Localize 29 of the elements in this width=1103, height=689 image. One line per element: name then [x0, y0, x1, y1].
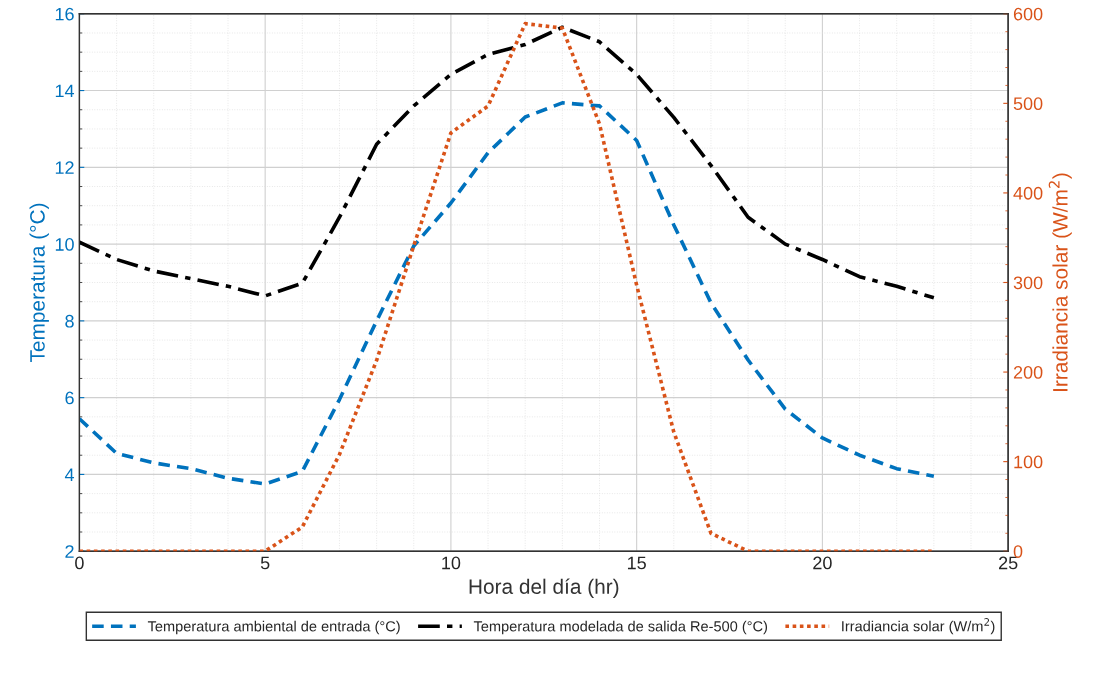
y-tick-label: 12 — [55, 161, 74, 174]
y2-axis-title: Irradiancia solar (W/m$^{2}$) — [1048, 173, 1072, 391]
x-tick-label: 15 — [627, 556, 646, 570]
y2-tick-label: 400 — [1013, 186, 1043, 200]
y2-tick-label: 200 — [1013, 365, 1043, 379]
y2-tick-label: 0 — [1013, 545, 1023, 558]
legend-label: Irradiancia solar (W/m$^{2}$) — [842, 618, 995, 635]
x-tick-label: 10 — [442, 556, 461, 570]
y2-tick-label: 600 — [1013, 7, 1043, 21]
x-tick-label: 0 — [75, 556, 84, 570]
line-series — [79, 101, 936, 486]
legend-label: Temperatura modelada de salida Re-500 (°C) — [473, 620, 768, 635]
y-tick-label: 2 — [65, 545, 74, 558]
x-tick-label: 25 — [999, 556, 1018, 570]
y-tick-label: 8 — [65, 314, 74, 328]
x-tick-label: 20 — [813, 556, 832, 570]
y-tick-label: 4 — [64, 468, 75, 481]
y-tick-label: 14 — [55, 84, 75, 98]
x-axis-title: Hora del día (hr) — [469, 578, 619, 599]
x-tick-label: 5 — [260, 556, 270, 570]
y-axis-title: Temperatura (°C) — [29, 203, 49, 363]
y2-tick-label: 100 — [1014, 455, 1043, 469]
y2-tick-label: 500 — [1013, 97, 1043, 111]
y-tick-label: 16 — [55, 7, 74, 21]
legend-label: Temperatura ambiental de entrada (°C) — [147, 620, 400, 635]
line-series — [79, 25, 936, 300]
y2-tick-label: 300 — [1013, 276, 1043, 290]
y-tick-label: 10 — [55, 238, 74, 251]
y-tick-label: 6 — [65, 391, 74, 405]
